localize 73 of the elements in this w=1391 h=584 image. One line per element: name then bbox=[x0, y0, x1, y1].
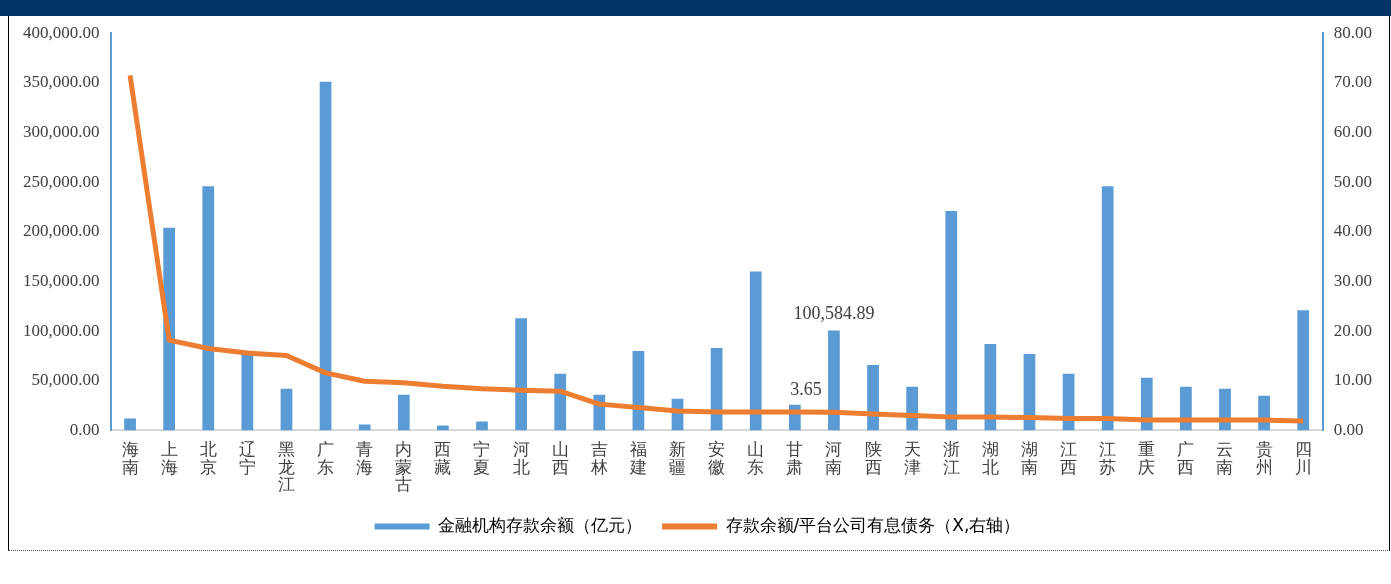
bar bbox=[319, 81, 332, 431]
x-tick-label: 安徽 bbox=[708, 438, 726, 477]
y2-tick-label: 70.00 bbox=[1333, 72, 1372, 92]
x-tick-label: 四川 bbox=[1294, 438, 1312, 477]
data-label: 100,584.89 bbox=[793, 303, 875, 324]
bar bbox=[437, 425, 449, 431]
bar bbox=[358, 424, 371, 431]
y-tick-label: 300,000.00 bbox=[23, 121, 100, 141]
x-tick-label: 新疆 bbox=[669, 438, 687, 477]
y-tick-label: 400,000.00 bbox=[23, 22, 100, 42]
y-tick-label: 200,000.00 bbox=[23, 221, 100, 241]
y2-tick-label: 60.00 bbox=[1333, 121, 1372, 141]
y-tick-label: 100,000.00 bbox=[23, 320, 100, 340]
x-tick-label: 山西 bbox=[551, 438, 569, 477]
y-tick-label: 250,000.00 bbox=[23, 171, 100, 191]
x-tick-label: 宁夏 bbox=[473, 438, 491, 477]
y2-tick-label: 50.00 bbox=[1333, 171, 1372, 191]
y2-tick-label: 80.00 bbox=[1333, 22, 1372, 42]
x-tick-label: 内蒙古 bbox=[395, 438, 413, 495]
x-tick-label: 黑龙江 bbox=[277, 438, 295, 495]
bar bbox=[241, 353, 254, 431]
bar bbox=[554, 373, 567, 431]
x-tick-label: 上海 bbox=[160, 438, 178, 477]
x-tick-label: 青海 bbox=[356, 438, 374, 477]
y2-tick-label: 40.00 bbox=[1333, 221, 1372, 241]
x-tick-label: 湖南 bbox=[1020, 438, 1038, 477]
x-tick-label: 重庆 bbox=[1138, 438, 1156, 477]
x-tick-label: 广东 bbox=[317, 438, 335, 477]
bar bbox=[945, 210, 958, 431]
bar bbox=[1101, 186, 1114, 431]
x-tick-label: 河北 bbox=[512, 438, 530, 477]
y2-tick-label: 0.00 bbox=[1333, 419, 1364, 439]
bar bbox=[1297, 310, 1310, 431]
x-tick-label: 浙江 bbox=[942, 438, 960, 477]
y2-tick-label: 20.00 bbox=[1333, 320, 1372, 340]
bar bbox=[202, 186, 215, 431]
x-tick-label: 贵州 bbox=[1255, 438, 1273, 477]
bar bbox=[828, 330, 840, 431]
x-tick-label: 广西 bbox=[1177, 438, 1195, 477]
x-tick-label: 吉林 bbox=[589, 438, 608, 477]
x-tick-label: 山东 bbox=[747, 438, 765, 477]
bar bbox=[749, 271, 762, 431]
bar bbox=[867, 364, 879, 431]
x-tick-label: 湖北 bbox=[981, 438, 999, 477]
bar bbox=[280, 388, 293, 431]
bar bbox=[163, 227, 176, 431]
x-tick-label: 江西 bbox=[1060, 438, 1078, 477]
x-tick-label: 西藏 bbox=[434, 438, 452, 477]
bar bbox=[984, 344, 997, 431]
x-tick-label: 天津 bbox=[903, 438, 921, 477]
x-tick-label: 甘肃 bbox=[786, 438, 804, 477]
y-tick-label: 50,000.00 bbox=[31, 370, 100, 390]
bar bbox=[1140, 377, 1153, 431]
y-tick-label: 350,000.00 bbox=[23, 72, 100, 92]
y2-tick-label: 10.00 bbox=[1333, 370, 1372, 390]
data-label: 3.65 bbox=[790, 379, 822, 400]
x-tick-label: 辽宁 bbox=[238, 438, 256, 477]
legend-label: 存款余额/平台公司有息债务（X,右轴） bbox=[725, 514, 1021, 535]
bar bbox=[397, 394, 410, 431]
legend-label: 金融机构存款余额（亿元） bbox=[438, 514, 643, 535]
y2-tick-label: 30.00 bbox=[1333, 270, 1372, 290]
x-tick-label: 海南 bbox=[121, 438, 139, 477]
bar bbox=[476, 421, 488, 431]
x-tick-label: 云南 bbox=[1216, 438, 1234, 477]
x-tick-label: 江苏 bbox=[1099, 438, 1117, 477]
x-tick-label: 北京 bbox=[199, 438, 217, 477]
bar bbox=[515, 318, 527, 431]
x-tick-label: 陕西 bbox=[864, 438, 882, 477]
bar bbox=[124, 418, 136, 431]
x-tick-label: 福建 bbox=[628, 438, 647, 477]
y-tick-label: 0.00 bbox=[69, 419, 100, 439]
y-tick-label: 150,000.00 bbox=[23, 270, 100, 290]
x-tick-label: 河南 bbox=[825, 438, 843, 477]
